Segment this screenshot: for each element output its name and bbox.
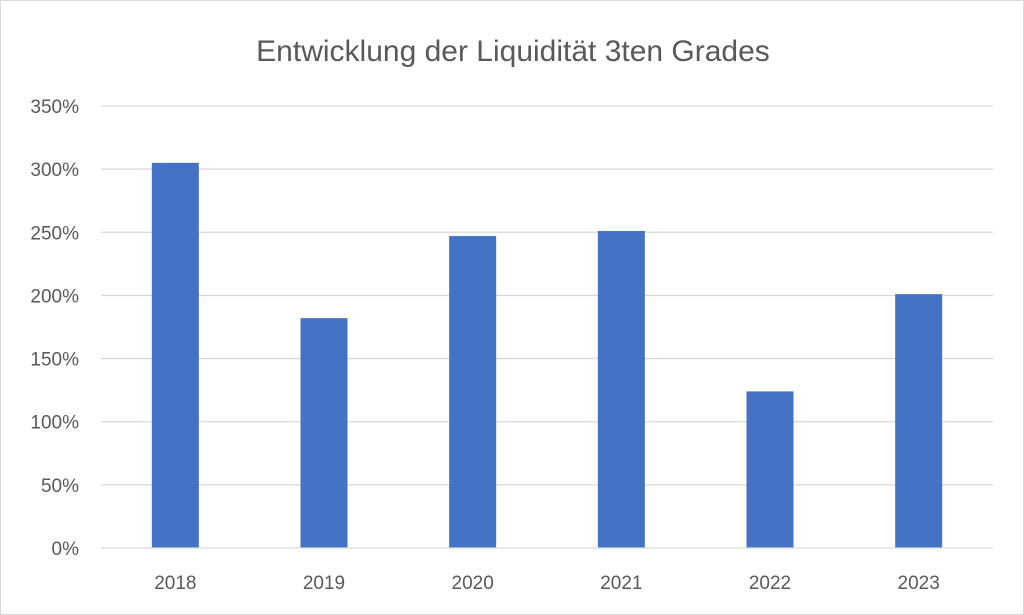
x-tick-label: 2023 bbox=[898, 573, 940, 594]
bar-2021 bbox=[597, 231, 645, 548]
x-axis-tick-labels: 2018 2019 2020 2021 2022 2023 bbox=[154, 573, 940, 594]
y-tick-label: 100% bbox=[30, 413, 79, 434]
y-axis-tick-labels: 0% 50% 100% 150% 200% 250% 300% 350% bbox=[30, 97, 79, 560]
y-tick-label: 150% bbox=[30, 350, 79, 371]
y-tick-label: 200% bbox=[30, 286, 79, 307]
bar-2023 bbox=[895, 294, 943, 548]
gridlines bbox=[101, 105, 993, 486]
y-tick-label: 300% bbox=[30, 160, 79, 181]
x-tick-label: 2021 bbox=[600, 573, 642, 594]
y-tick-label: 250% bbox=[30, 223, 79, 244]
bars bbox=[151, 162, 943, 549]
x-tick-label: 2019 bbox=[303, 573, 345, 594]
x-tick-label: 2022 bbox=[749, 573, 791, 594]
chart-title: Entwicklung der Liquidität 3ten Grades bbox=[256, 35, 770, 68]
bar-2020 bbox=[449, 236, 497, 548]
bar-2019 bbox=[300, 318, 348, 548]
x-tick-label: 2020 bbox=[452, 573, 494, 594]
x-tick-label: 2018 bbox=[154, 573, 196, 594]
y-tick-label: 0% bbox=[52, 539, 80, 560]
y-tick-label: 350% bbox=[30, 97, 79, 118]
y-tick-label: 50% bbox=[41, 476, 79, 497]
bar-2018 bbox=[151, 162, 199, 549]
bar-2022 bbox=[746, 391, 794, 548]
